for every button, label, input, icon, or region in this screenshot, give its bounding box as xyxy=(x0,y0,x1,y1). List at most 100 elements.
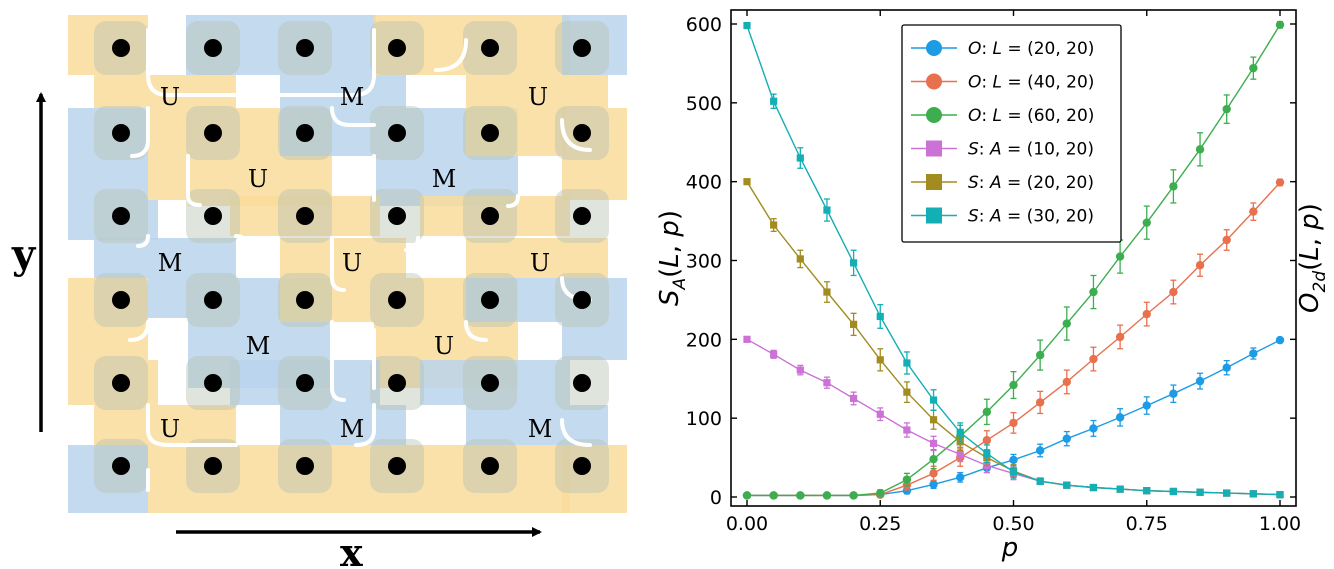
data-point xyxy=(1169,182,1178,191)
data-point xyxy=(902,475,912,484)
data-point xyxy=(823,288,831,296)
data-point xyxy=(903,388,911,396)
block-label: U xyxy=(530,249,550,277)
data-point xyxy=(929,439,938,447)
u-block xyxy=(562,108,627,200)
block-separator xyxy=(560,118,592,152)
legend-entry: S: A = (30, 20) xyxy=(911,207,1094,227)
block-label: U xyxy=(248,165,268,193)
lattice-site-dot xyxy=(204,291,222,309)
legend-marker xyxy=(926,140,942,157)
data-point xyxy=(1089,287,1098,297)
u-block xyxy=(280,278,374,322)
lattice-site-dot xyxy=(481,457,499,475)
x-tick-label: 0.00 xyxy=(726,513,768,535)
legend-marker xyxy=(926,73,942,90)
lattice-site-dot xyxy=(481,39,499,57)
data-point xyxy=(982,436,992,445)
block-label: U xyxy=(160,83,180,111)
data-point xyxy=(1115,413,1125,422)
data-point xyxy=(1142,218,1151,227)
series-2 xyxy=(742,20,1285,500)
u-block xyxy=(280,238,406,278)
lattice-site-dot xyxy=(112,39,130,57)
data-point xyxy=(1009,380,1018,390)
data-point xyxy=(796,491,805,500)
y-tick-label: 600 xyxy=(686,14,722,36)
legend-marker xyxy=(926,107,942,123)
block-label: M xyxy=(432,165,457,193)
data-point xyxy=(822,491,832,500)
lattice-site-dot xyxy=(388,291,406,309)
block-separator xyxy=(278,28,376,97)
data-point xyxy=(982,407,992,417)
lattice-site-dot xyxy=(204,374,222,392)
data-point xyxy=(876,312,884,321)
data-point xyxy=(1009,455,1018,465)
x-axis-label: x xyxy=(340,530,363,569)
block-separator xyxy=(506,194,520,208)
data-point xyxy=(929,396,938,404)
data-point xyxy=(850,394,858,403)
data-point xyxy=(1195,145,1205,154)
data-point xyxy=(1143,487,1151,495)
lattice-site-dot xyxy=(112,374,130,392)
u-block xyxy=(94,405,236,445)
data-point xyxy=(1062,434,1072,443)
data-point xyxy=(1009,468,1018,476)
lattice-separators xyxy=(128,28,592,492)
legend-entry: O: L = (20, 20) xyxy=(911,39,1094,59)
legend-label: S: A = (10, 20) xyxy=(968,140,1094,160)
m-block xyxy=(280,75,406,108)
block-separator xyxy=(130,106,150,158)
u-block xyxy=(68,278,148,360)
data-point xyxy=(903,359,911,367)
block-separator xyxy=(186,154,202,207)
y-tick-label: 300 xyxy=(686,251,722,273)
data-point xyxy=(1115,252,1125,261)
m-block xyxy=(466,405,608,445)
block-separator xyxy=(146,28,238,97)
data-point xyxy=(876,356,884,364)
data-point xyxy=(1063,481,1071,489)
lattice-site-dot xyxy=(388,457,406,475)
block-separator xyxy=(404,236,420,252)
block-separator xyxy=(330,320,346,402)
y-ticks: 0 100 200 300 400 500 600 xyxy=(686,14,1296,509)
block-separator xyxy=(234,234,248,248)
data-point xyxy=(769,491,778,500)
data-point xyxy=(1169,389,1178,398)
block-separator xyxy=(136,234,150,248)
u-block xyxy=(374,15,570,75)
block-label: M xyxy=(246,332,271,360)
series-5 xyxy=(743,21,1284,499)
x-ticks: 0.00 0.25 0.50 0.75 1.00 xyxy=(726,10,1301,535)
lattice-site-dot xyxy=(573,374,591,392)
u-block xyxy=(94,75,236,108)
data-point xyxy=(983,450,991,458)
data-point xyxy=(796,154,804,162)
data-point xyxy=(956,428,964,436)
data-point xyxy=(743,335,751,343)
data-point xyxy=(1169,487,1177,496)
y-axis-label: y xyxy=(11,231,37,278)
data-point xyxy=(1275,178,1285,187)
data-point xyxy=(1116,485,1124,493)
data-point xyxy=(903,426,911,434)
lattice-site-dot xyxy=(481,124,499,142)
x-tick-label: 0.75 xyxy=(1126,513,1168,535)
x-axis-title: p xyxy=(1001,533,1019,563)
lattice-block-labels: U M U U M M U U M U U M M xyxy=(158,83,553,443)
block-label: M xyxy=(340,83,365,111)
legend-marker xyxy=(926,207,942,224)
m-block xyxy=(280,108,374,156)
legend-marker xyxy=(926,40,942,56)
data-point xyxy=(1062,377,1072,387)
block-label: U xyxy=(342,249,362,277)
m-block xyxy=(280,405,406,445)
block-separator xyxy=(464,320,488,342)
data-point xyxy=(1036,477,1044,485)
lattice-sites xyxy=(112,39,591,475)
block-label: M xyxy=(528,415,553,443)
